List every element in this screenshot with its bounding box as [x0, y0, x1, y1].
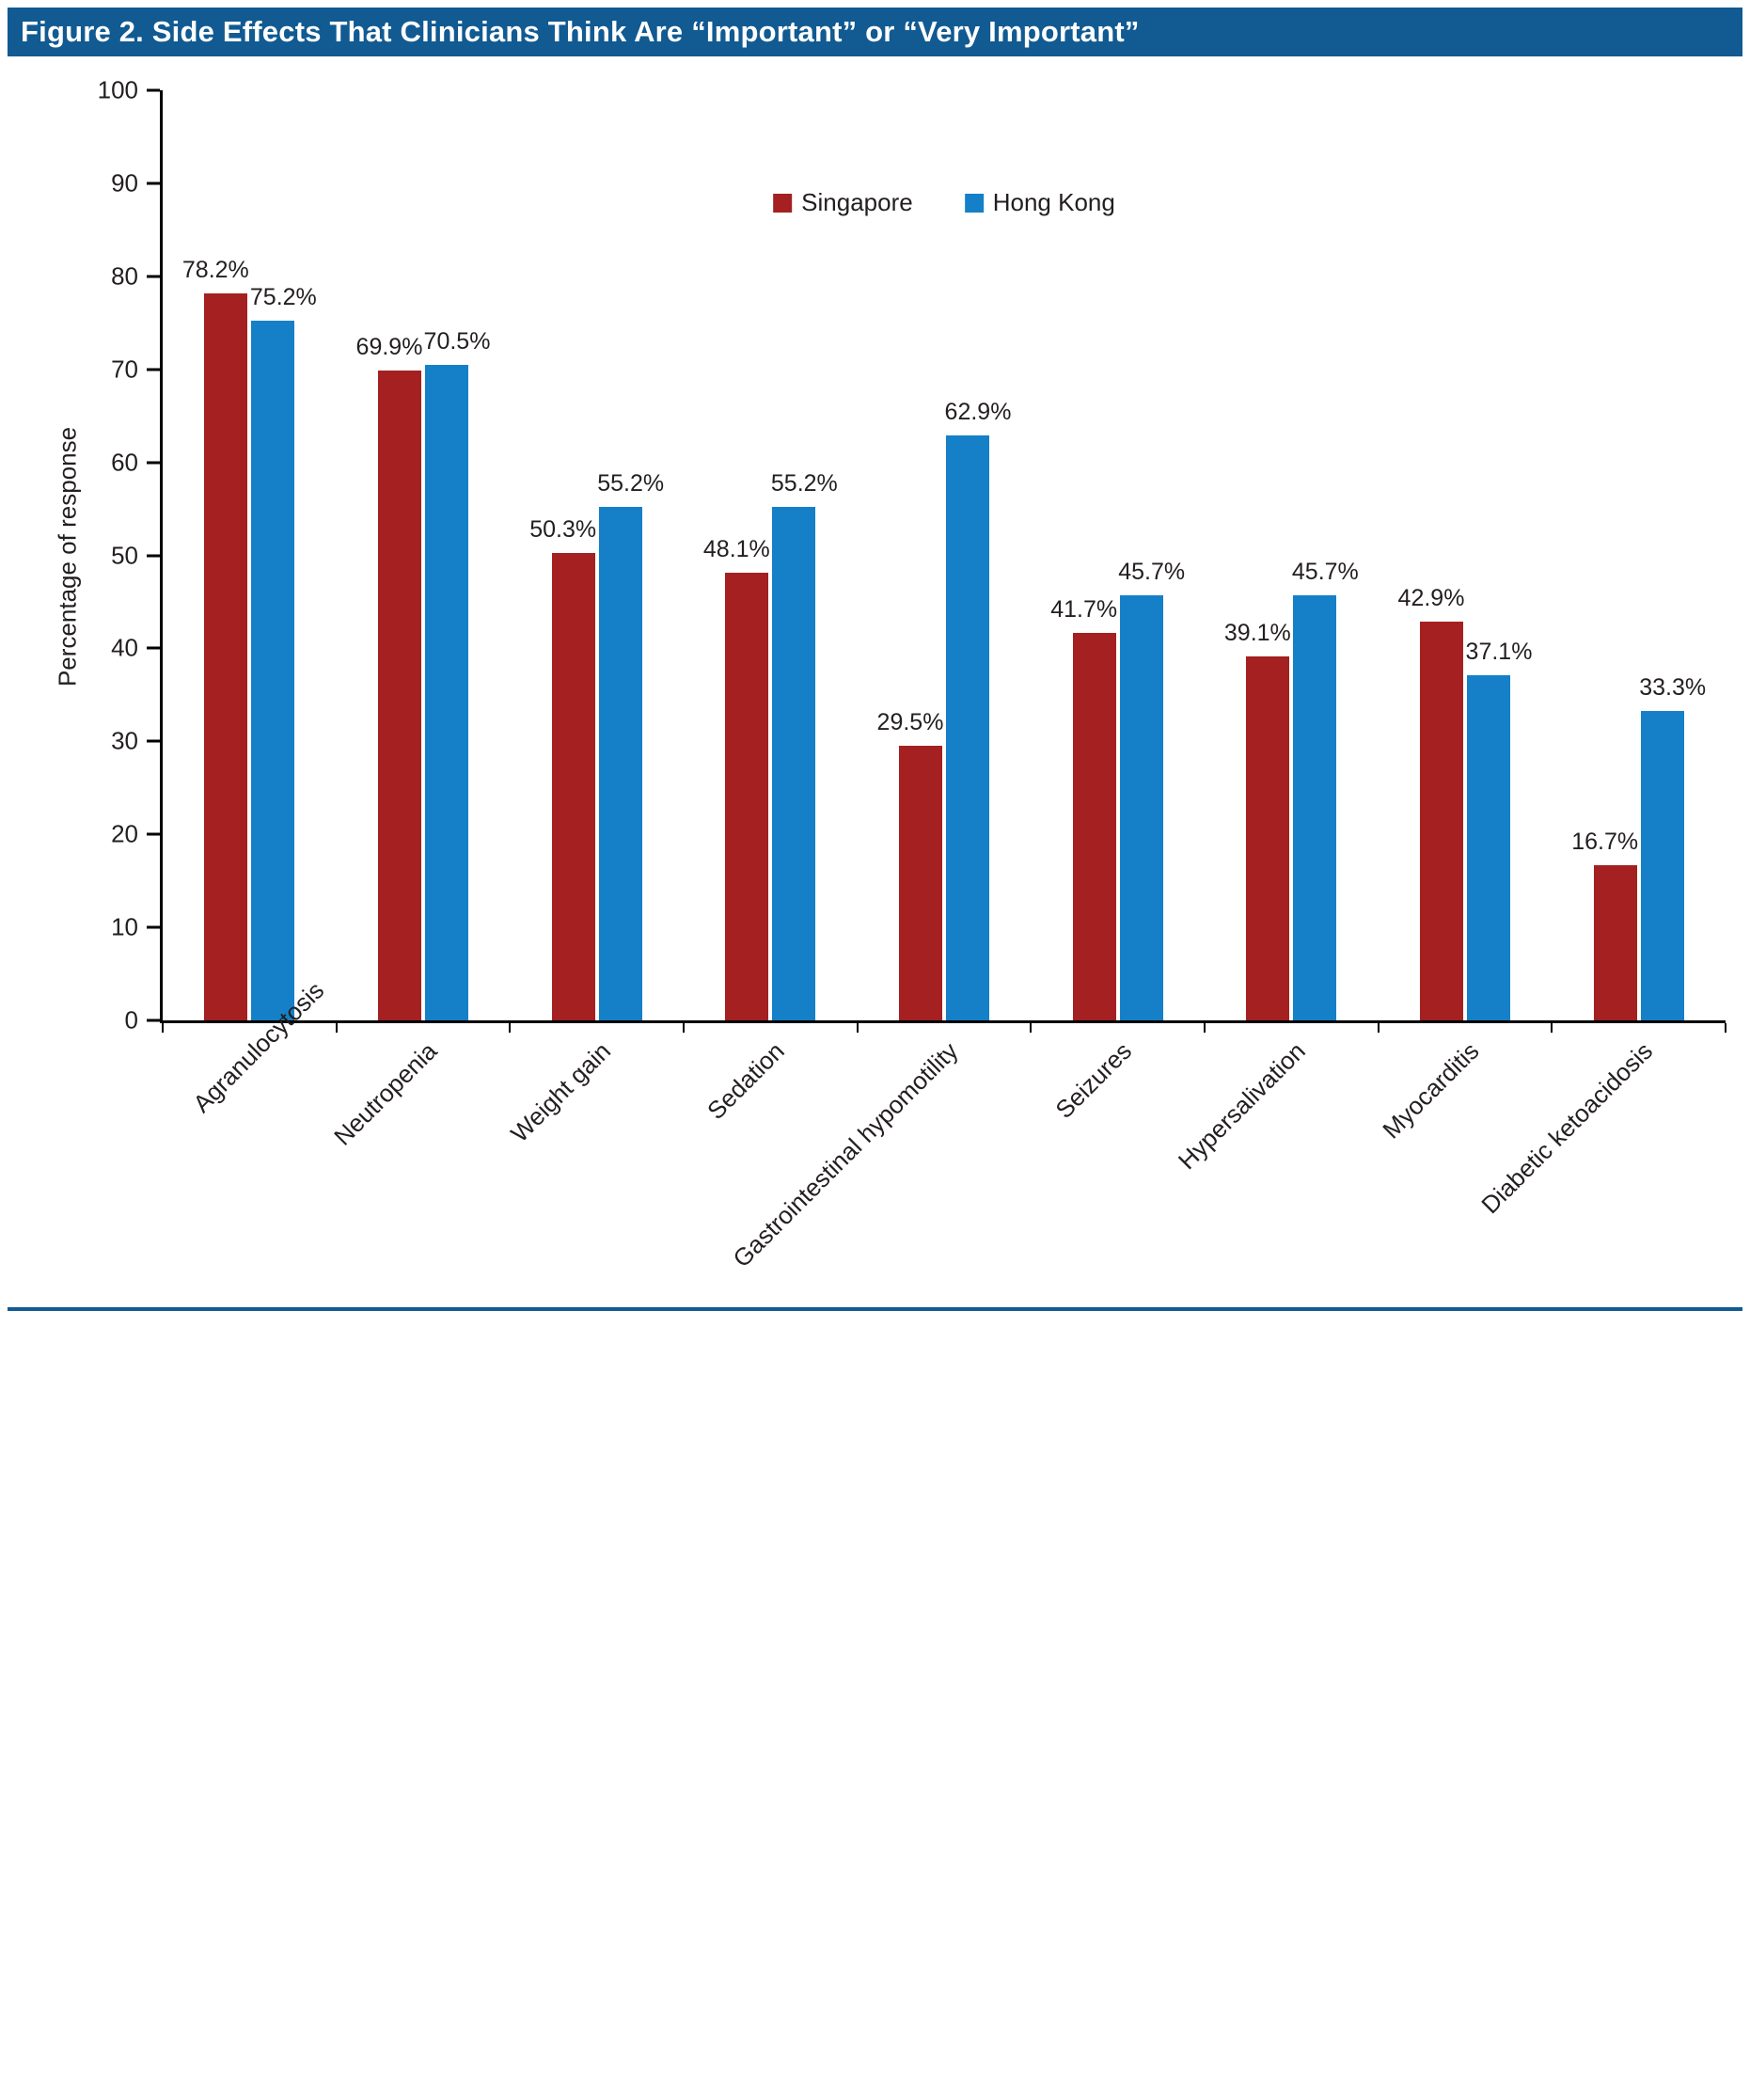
bar-singapore: [204, 292, 248, 1020]
figure-title-bar: Figure 2. Side Effects That Clinicians T…: [8, 8, 1742, 56]
bar-value-label: 50.3%: [529, 515, 597, 543]
y-axis-tick-label: 80: [111, 261, 138, 291]
y-axis-tick: [147, 275, 160, 278]
plot-area: Singapore Hong Kong 0 10 20 30 40 50 60 70 80 90 10…: [98, 76, 1726, 1272]
bar-singapore: [725, 573, 769, 1020]
bar-value-label: 55.2%: [770, 470, 838, 497]
x-axis-tick: [1377, 1023, 1380, 1033]
x-axis-tick: [509, 1023, 512, 1033]
figure-title: Figure 2. Side Effects That Clinicians T…: [21, 15, 1140, 48]
y-axis-tick: [147, 925, 160, 929]
bar-value-label: 78.2%: [181, 256, 249, 283]
y-axis-tick-label: 90: [111, 168, 138, 197]
y-axis-tick: [147, 182, 160, 185]
bar-value-label: 75.2%: [249, 284, 317, 311]
x-axis-tick: [1551, 1023, 1553, 1033]
x-axis-label: Neutropenia: [328, 1036, 443, 1151]
legend-item-singapore: Singapore: [773, 188, 913, 217]
y-axis-tick-label: 30: [111, 726, 138, 755]
x-axis-tick: [683, 1023, 685, 1033]
y-axis-tick: [147, 646, 160, 650]
y-axis-tick: [147, 368, 160, 371]
legend-swatch-icon: [964, 193, 984, 213]
bar-singapore: [378, 370, 421, 1020]
bar-value-label: 37.1%: [1465, 639, 1533, 666]
y-axis-tick: [147, 88, 160, 92]
x-axis-tick: [1204, 1023, 1206, 1033]
bar-value-label: 16.7%: [1571, 828, 1639, 855]
bar-hong-kong: [946, 434, 989, 1020]
x-axis-tick: [1030, 1023, 1033, 1033]
bar-value-label: 45.7%: [1291, 559, 1359, 586]
y-axis-tick-label: 0: [124, 1005, 138, 1034]
y-axis-tick-label: 70: [111, 355, 138, 384]
bar-hong-kong: [1467, 675, 1510, 1020]
x-axis-tick: [1725, 1023, 1726, 1033]
bar-singapore: [1593, 864, 1637, 1020]
bar-value-label: 42.9%: [1397, 584, 1465, 611]
x-axis-tick: [856, 1023, 859, 1033]
y-axis-tick: [147, 739, 160, 743]
y-axis-tick-label: 60: [111, 448, 138, 477]
bar-value-label: 45.7%: [1118, 559, 1186, 586]
x-axis-tick: [162, 1023, 164, 1033]
bar-hong-kong: [1119, 595, 1163, 1020]
x-axis-label: Weight gain: [505, 1036, 617, 1148]
x-axis-tick: [335, 1023, 338, 1033]
bar-value-label: 41.7%: [1050, 595, 1118, 623]
bar-singapore: [1246, 656, 1290, 1020]
y-axis-tick-label: 100: [97, 75, 138, 104]
y-axis-tick-label: 20: [111, 819, 138, 848]
x-axis-label: Gastrointestinal hypomotility: [727, 1036, 964, 1273]
y-axis-tick-label: 50: [111, 541, 138, 569]
x-axis-label: Seizures: [1049, 1036, 1138, 1125]
bar-hong-kong: [598, 507, 642, 1020]
y-axis-tick-label: 10: [111, 912, 138, 941]
bar-value-label: 69.9%: [355, 333, 423, 360]
bar-hong-kong: [772, 507, 816, 1020]
legend-label: Singapore: [801, 188, 913, 216]
bar-singapore: [1072, 632, 1116, 1020]
x-axis-label: Hypersalivation: [1172, 1036, 1311, 1176]
bar-hong-kong: [425, 364, 468, 1020]
bar-value-label: 70.5%: [423, 327, 491, 355]
y-axis-tick: [147, 832, 160, 836]
bar-value-label: 55.2%: [597, 470, 665, 497]
footer-divider: [8, 1307, 1742, 1311]
bar-value-label: 39.1%: [1223, 620, 1291, 647]
y-axis-tick: [147, 554, 160, 557]
x-axis-label: Diabetic ketoacidosis: [1475, 1036, 1659, 1220]
y-axis-tick-label: 40: [111, 633, 138, 662]
bar-hong-kong: [1293, 595, 1337, 1020]
bar-value-label: 62.9%: [944, 398, 1012, 425]
bar-hong-kong: [1640, 710, 1684, 1020]
bar-value-label: 29.5%: [876, 709, 944, 736]
bar-value-label: 33.3%: [1639, 673, 1707, 701]
bar-singapore: [551, 552, 595, 1020]
y-axis-title: Percentage of response: [53, 426, 82, 687]
y-axis-tick: [147, 1018, 160, 1022]
legend-item-hong-kong: Hong Kong: [964, 188, 1115, 217]
x-axis-label: Agranulocytosis: [187, 975, 330, 1118]
legend: Singapore Hong Kong: [773, 188, 1115, 217]
figure-container: Figure 2. Side Effects That Clinicians T…: [8, 8, 1742, 1311]
legend-swatch-icon: [773, 193, 793, 213]
y-axis-tick: [147, 461, 160, 465]
bar-singapore: [1420, 621, 1463, 1020]
bar-singapore: [899, 746, 942, 1020]
bar-hong-kong: [251, 321, 295, 1020]
legend-label: Hong Kong: [992, 188, 1115, 216]
bar-value-label: 48.1%: [702, 536, 770, 563]
